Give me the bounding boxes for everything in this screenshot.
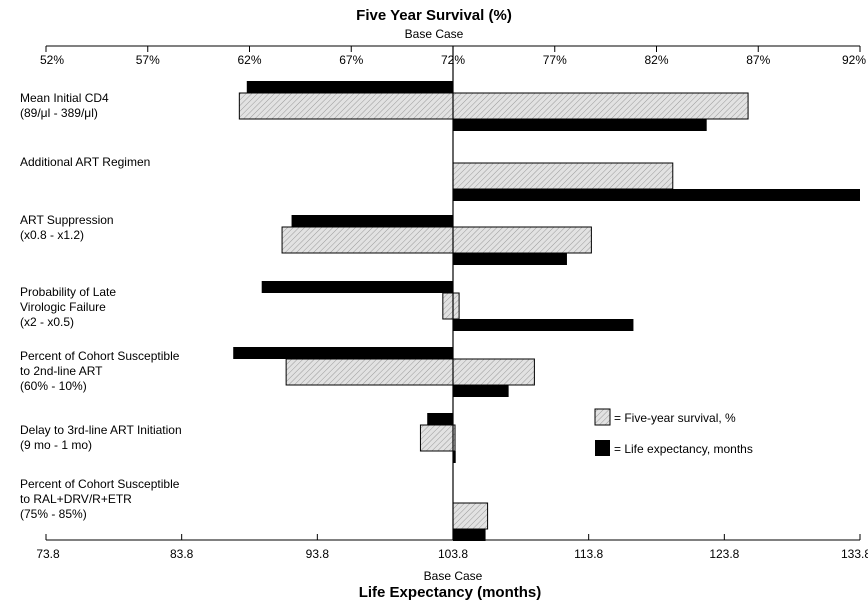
top-tick-label: 67% bbox=[339, 53, 363, 67]
life-expectancy-bar-high bbox=[453, 253, 567, 265]
life-expectancy-bar-low bbox=[261, 281, 453, 293]
category-label: to 2nd-line ART bbox=[20, 364, 103, 378]
five-year-survival-bar bbox=[452, 502, 489, 530]
bottom-axis-title: Life Expectancy (months) bbox=[359, 584, 542, 601]
category-label: Percent of Cohort Susceptible bbox=[20, 477, 180, 491]
bottom-tick-label: 93.8 bbox=[306, 547, 330, 561]
bars-group bbox=[233, 81, 860, 541]
category-label: (x2 - x0.5) bbox=[20, 315, 74, 329]
life-expectancy-bar-high bbox=[453, 119, 707, 131]
bottom-axis-subtitle: Base Case bbox=[424, 569, 483, 583]
five-year-survival-bar bbox=[452, 162, 674, 190]
life-expectancy-bar-low bbox=[246, 81, 453, 93]
top-tick-label: 87% bbox=[746, 53, 770, 67]
life-expectancy-bar-low bbox=[291, 215, 453, 227]
category-label: (9 mo - 1 mo) bbox=[20, 438, 92, 452]
top-tick-label: 62% bbox=[237, 53, 261, 67]
bottom-tick-label: 113.8 bbox=[574, 547, 603, 561]
top-axis-subtitle: Base Case bbox=[405, 27, 464, 41]
category-label: Virologic Failure bbox=[20, 300, 106, 314]
life-expectancy-bar-high bbox=[453, 189, 860, 201]
life-expectancy-bar-low bbox=[427, 413, 453, 425]
legend-label-survival: = Five-year survival, % bbox=[614, 411, 736, 425]
bottom-tick-label: 103.8 bbox=[438, 547, 468, 561]
top-tick-label: 92% bbox=[842, 53, 866, 67]
top-axis-title: Five Year Survival (%) bbox=[356, 7, 512, 24]
category-labels: Mean Initial CD4(89/μl - 389/μl) Addition… bbox=[20, 91, 182, 521]
five-year-survival-bar bbox=[285, 358, 535, 386]
top-tick-label: 52% bbox=[40, 53, 64, 67]
category-label: (x0.8 - x1.2) bbox=[20, 228, 84, 242]
life-expectancy-bar-high bbox=[453, 529, 486, 541]
bottom-tick-label: 73.8 bbox=[36, 547, 60, 561]
life-expectancy-bar-high bbox=[453, 319, 634, 331]
category-label: Probability of Late bbox=[20, 285, 116, 299]
category-label: ART Suppression bbox=[20, 213, 114, 227]
category-label: Mean Initial CD4 bbox=[20, 91, 109, 105]
bottom-tick-label: 133.8 bbox=[841, 547, 868, 561]
five-year-survival-bar bbox=[238, 92, 749, 120]
legend: = Five-year survival, % = Life expectanc… bbox=[594, 408, 753, 456]
top-tick-label: 77% bbox=[543, 53, 567, 67]
bottom-axis-ticks: 73.8 83.8 93.8 103.8 113.8 123.8 133.8 bbox=[36, 534, 868, 561]
legend-swatch-survival bbox=[594, 408, 611, 426]
life-expectancy-bar-low bbox=[233, 347, 453, 359]
five-year-survival-bar bbox=[419, 424, 456, 452]
life-expectancy-bar-high bbox=[453, 451, 456, 463]
category-label: (60% - 10%) bbox=[20, 379, 87, 393]
top-tick-label: 82% bbox=[644, 53, 668, 67]
category-label: to RAL+DRV/R+ETR bbox=[20, 492, 132, 506]
five-year-survival-bar bbox=[281, 226, 592, 254]
legend-label-life-expectancy: = Life expectancy, months bbox=[614, 442, 753, 456]
category-label: Delay to 3rd-line ART Initiation bbox=[20, 423, 182, 437]
five-year-survival-bar bbox=[442, 292, 460, 320]
top-tick-label: 57% bbox=[136, 53, 160, 67]
category-label: (89/μl - 389/μl) bbox=[20, 106, 98, 120]
bottom-tick-label: 123.8 bbox=[709, 547, 739, 561]
category-label: Additional ART Regimen bbox=[20, 155, 150, 169]
legend-swatch-life-expectancy bbox=[595, 440, 610, 456]
category-label: (75% - 85%) bbox=[20, 507, 87, 521]
life-expectancy-bar-high bbox=[453, 385, 509, 397]
bottom-tick-label: 83.8 bbox=[170, 547, 194, 561]
category-label: Percent of Cohort Susceptible bbox=[20, 349, 180, 363]
